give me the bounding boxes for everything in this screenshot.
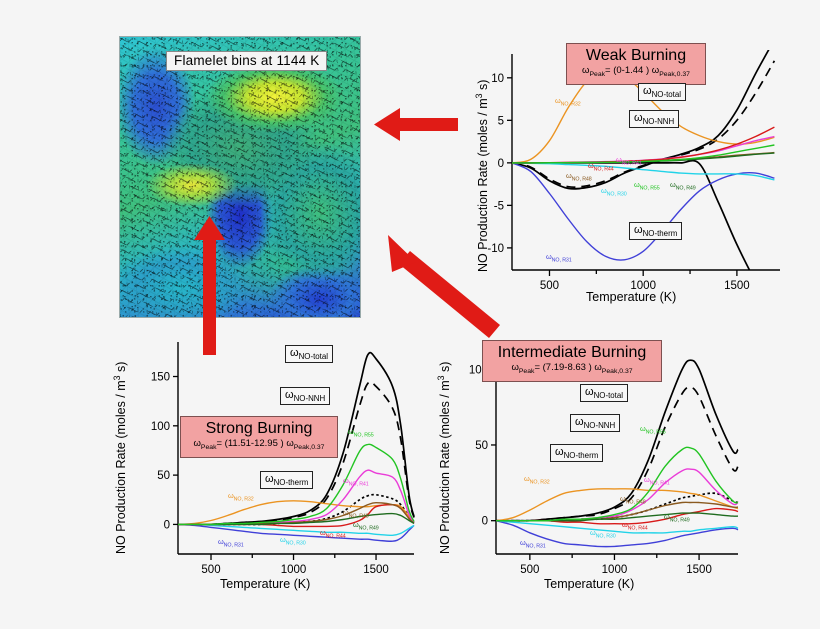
x-tick-label: 1500 <box>686 564 712 576</box>
curve-label-r55: ωNO, R55 <box>634 180 660 192</box>
y-axis-title: NO Production Rate (moles / m3 s) <box>474 79 491 272</box>
curve-label-r44: ωNO, R44 <box>588 161 614 173</box>
series--no-r49 <box>178 512 415 526</box>
series--no-r55 <box>512 144 775 164</box>
y-tick-label: 50 <box>157 470 170 482</box>
weak-burning-title-box: Weak Burning ωPeak= (0-1.44 ) ωPeak,0.37 <box>566 43 706 85</box>
series--no-nnh <box>496 386 739 522</box>
chart-strong-burning: 0 50 100 150 500 1000 1500 NO Production Rate … <box>108 332 434 598</box>
curve-label-r49: ωNO, R49 <box>670 180 696 192</box>
x-tick-label: 1000 <box>602 564 628 576</box>
y-tick-label: -10 <box>487 243 504 255</box>
curve-label-r55: ωNO, R55 <box>348 427 374 439</box>
y-tick-label: 10 <box>491 73 504 85</box>
curve-label-r32: ωNO, R32 <box>228 491 254 503</box>
series--no-total <box>512 50 770 190</box>
curve-label-r30: ωNO, R30 <box>590 528 616 540</box>
label-no-total: ωNO-total <box>285 345 334 364</box>
chart-intermediate-burning: 0 50 100 500 1000 1500 NO Production Rate (mo… <box>432 332 762 598</box>
curve-label-r31: ωNO, R31 <box>520 538 546 550</box>
curve-label-r48: ωNO, R48 <box>620 494 646 506</box>
x-tick-label: 500 <box>520 564 539 576</box>
label-no-nnh: ωNO-NNH <box>280 387 331 406</box>
x-tick-label: 500 <box>540 280 559 292</box>
curve-label-r32: ωNO, R32 <box>555 96 581 108</box>
curve-label-r44: ωNO, R44 <box>320 528 346 540</box>
intermediate-burning-title-box: Intermediate Burning ωPeak= (7.19-8.63 )… <box>482 340 662 382</box>
curve-label-r30: ωNO, R30 <box>280 535 306 547</box>
series--no-r41 <box>512 135 775 164</box>
curve-label-r49: ωNO, R49 <box>664 512 690 524</box>
x-tick-label: 1000 <box>281 564 307 576</box>
y-axis-title: NO Production Rate (moles / m3 s) <box>436 361 453 554</box>
curve-label-r44: ωNO, R44 <box>622 520 648 532</box>
series--no-r31 <box>496 520 739 548</box>
curve-label-r31: ωNO, R31 <box>546 252 572 264</box>
y-axis-title: NO Production Rate (moles / m3 s) <box>112 361 129 554</box>
chart-weak-burning: -10 -5 0 5 10 500 1000 1500 NO Production Rate … <box>466 40 816 310</box>
label-no-therm: ωNO-therm <box>550 444 604 463</box>
flamelet-speckle-overlay <box>120 37 360 317</box>
label-no-therm: ωNO-therm <box>629 222 683 241</box>
series--no-r30 <box>496 520 739 534</box>
series--no-r55 <box>178 443 415 526</box>
curve-label-r41: ωNO, R41 <box>644 475 670 487</box>
series--no-nnh <box>512 60 776 189</box>
label-no-total: ωNO-total <box>638 83 687 102</box>
arrow-to-weak-burning <box>374 108 458 141</box>
label-no-total: ωNO-total <box>580 384 629 403</box>
curve-label-r31: ωNO, R31 <box>218 537 244 549</box>
curve-label-r49: ωNO, R49 <box>353 520 379 532</box>
strong-burning-title-box: Strong Burning ωPeak= (11.51-12.95 ) ωPe… <box>180 416 338 458</box>
y-tick-label: -5 <box>494 200 504 212</box>
y-tick-label: 0 <box>164 519 170 531</box>
curve-label-r32: ωNO, R32 <box>524 474 550 486</box>
y-tick-label: 0 <box>482 516 488 528</box>
series--no-r30 <box>178 523 415 537</box>
x-tick-label: 1000 <box>630 280 656 292</box>
x-axis-title: Temperature (K) <box>586 290 677 304</box>
y-tick-label: 0 <box>498 158 504 170</box>
y-tick-label: 5 <box>498 115 504 127</box>
curve-label-r41: ωNO, R41 <box>343 476 369 488</box>
curve-label-r48: ωNO, R48 <box>343 508 369 520</box>
x-axis-title: Temperature (K) <box>220 577 311 591</box>
x-tick-label: 1500 <box>724 280 750 292</box>
strong-burning-annotation: ωPeak= (11.51-12.95 ) ωPeak,0.37 <box>193 438 325 451</box>
y-tick-label: 150 <box>151 372 170 384</box>
plot-area-weak: -10 -5 0 5 10 500 1000 1500 <box>487 50 780 292</box>
series--no-r32 <box>496 488 739 522</box>
curve-label-r41: ωNO, R41 <box>616 155 642 167</box>
flamelet-title-label: Flamelet bins at 1144 K <box>166 51 328 71</box>
x-tick-label: 500 <box>201 564 220 576</box>
y-tick-label: 100 <box>151 421 170 433</box>
series--no-r44 <box>512 126 775 164</box>
label-no-nnh: ωNO-NNH <box>629 110 680 129</box>
label-no-nnh: ωNO-NNH <box>570 414 621 433</box>
plot-area-strong: 0 50 100 150 500 1000 1500 <box>151 342 415 576</box>
curve-label-r48: ωNO, R48 <box>566 171 592 183</box>
curve-label-r30: ωNO, R30 <box>601 186 627 198</box>
x-axis-title: Temperature (K) <box>544 577 635 591</box>
weak-burning-annotation: ωPeak= (0-1.44 ) ωPeak,0.37 <box>582 65 690 78</box>
x-tick-label: 1500 <box>363 564 389 576</box>
intermediate-burning-annotation: ωPeak= (7.19-8.63 ) ωPeak,0.37 <box>511 362 633 375</box>
series--no-r31 <box>512 162 775 261</box>
series--no-r31 <box>178 523 415 542</box>
label-no-therm: ωNO-therm <box>260 471 314 490</box>
y-tick-label: 50 <box>475 440 488 452</box>
series--no-r30 <box>512 162 775 181</box>
flamelet-image: Flamelet bins at 1144 K <box>119 36 361 318</box>
series--no-r55 <box>496 446 739 522</box>
curve-label-r55: ωNO, R55 <box>640 424 666 436</box>
